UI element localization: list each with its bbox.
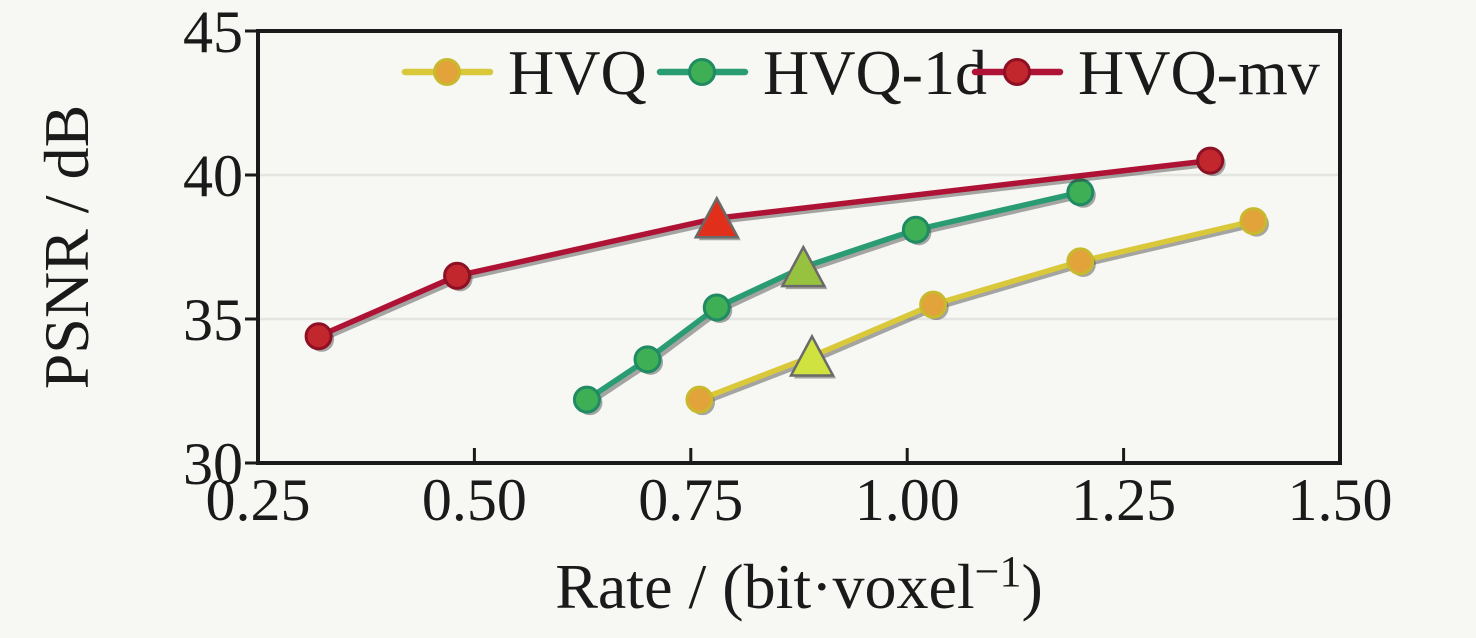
x-axis-title-close: ) — [1021, 551, 1042, 622]
legend-label: HVQ-mv — [1078, 37, 1320, 108]
x-tick-label: 0.75 — [638, 467, 743, 533]
legend-swatch-marker — [1003, 58, 1031, 86]
series-line-shadow — [588, 192, 1084, 405]
legend-item-hvq-mv: HVQ-mv — [971, 37, 1320, 108]
series-line-shadow — [320, 160, 1214, 342]
data-point-triangle — [788, 333, 836, 377]
y-tick-label: 40 — [183, 143, 243, 209]
y-tick-label: 30 — [183, 431, 243, 497]
data-point-circle — [1066, 178, 1095, 207]
legend-item-hvq: HVQ — [401, 37, 647, 108]
data-point-circle — [1196, 146, 1225, 175]
x-tick-label: 1.25 — [1071, 467, 1176, 533]
legend-item-hvq-1d: HVQ-1d — [656, 37, 987, 108]
x-axis-title-superscript: −1 — [975, 547, 1022, 596]
data-point-triangle — [780, 244, 827, 288]
data-point-circle — [702, 293, 731, 322]
data-point-circle — [443, 261, 472, 290]
legend-label: HVQ — [508, 37, 647, 108]
x-tick-label: 0.50 — [422, 467, 527, 533]
y-tick-label: 45 — [183, 0, 243, 65]
plot-border — [256, 29, 1342, 465]
series-hvq-1d — [572, 178, 1096, 416]
data-point-circle — [1066, 247, 1095, 276]
legend-label: HVQ-1d — [763, 37, 987, 108]
data-point-circle — [1239, 207, 1268, 236]
data-point-circle — [919, 290, 948, 319]
x-tick-label: 0.25 — [206, 467, 311, 533]
data-point-circle — [304, 322, 333, 351]
series-line — [315, 157, 1213, 340]
x-axis-title: Rate / (bit·voxel−1) — [555, 547, 1043, 622]
legend-swatch-marker — [688, 58, 716, 86]
series-line-shadow — [701, 221, 1258, 406]
data-point-circle — [901, 215, 930, 244]
series-hvq — [685, 207, 1269, 416]
y-tick-label: 35 — [183, 287, 243, 353]
x-tick-label: 1.00 — [855, 467, 960, 533]
legend-swatch-marker — [433, 58, 461, 86]
data-point-triangle — [693, 195, 740, 239]
legend: HVQ HVQ-1d HVQ-mv — [401, 37, 1320, 108]
x-tick-label: 1.50 — [1288, 467, 1393, 533]
series-hvq-mv — [304, 146, 1226, 352]
x-axis-title-main: Rate / (bit·voxel — [555, 551, 974, 622]
y-axis-title: PSNR / dB — [31, 105, 102, 390]
data-point-circle — [685, 385, 714, 414]
data-point-circle — [633, 345, 662, 374]
data-point-circle — [572, 385, 601, 414]
